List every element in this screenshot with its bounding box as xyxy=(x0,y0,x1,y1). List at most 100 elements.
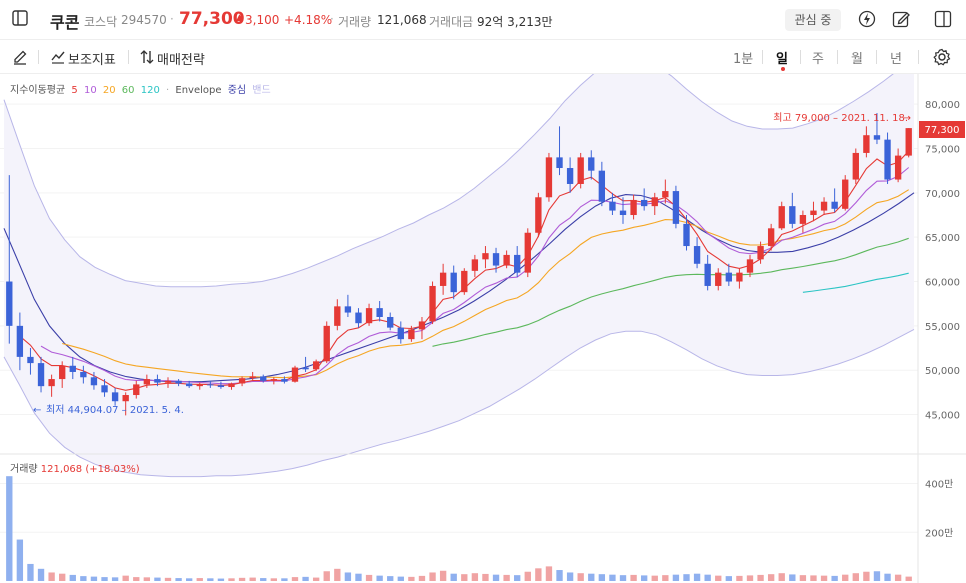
candle-body xyxy=(397,327,404,340)
period-tab-day[interactable]: 일 xyxy=(776,52,788,67)
candle-body xyxy=(810,210,817,216)
candle-body xyxy=(16,325,24,357)
candle-body xyxy=(59,365,66,380)
candle-body xyxy=(249,376,256,379)
volume-bar xyxy=(577,573,584,581)
candle-body xyxy=(566,168,574,184)
current-price-tag-label: 77,300 xyxy=(925,125,960,136)
candle-body xyxy=(334,306,341,326)
candle-body xyxy=(408,329,415,340)
volume-bar xyxy=(641,575,648,581)
volume-bar xyxy=(48,572,55,581)
volume-bar xyxy=(334,568,341,581)
volume-bar xyxy=(863,571,870,581)
volume-legend: 거래량 121,068 (+18.03%) xyxy=(10,460,140,475)
trade-amount-value: 92억 3,213만 xyxy=(477,15,553,29)
candle-body xyxy=(207,384,214,386)
trading-strategy-button[interactable]: 매매전략 xyxy=(157,53,205,68)
volume-bar xyxy=(524,571,531,581)
ma10-line xyxy=(40,167,910,385)
candle-body xyxy=(778,206,785,229)
price-tick-label: 60,000 xyxy=(925,278,960,289)
candle-body xyxy=(27,356,34,364)
volume-bar xyxy=(355,573,362,581)
volume-bar xyxy=(651,575,658,581)
indicators-button[interactable]: 보조지표 xyxy=(68,53,116,68)
active-period-indicator xyxy=(781,67,785,71)
legend-ma60: 60 xyxy=(121,85,135,96)
candle-body xyxy=(365,308,373,324)
volume-bar xyxy=(69,574,76,581)
pencil-icon[interactable] xyxy=(12,49,28,65)
candle-body xyxy=(842,179,849,209)
candle-body xyxy=(376,308,383,317)
volume-bar xyxy=(535,568,542,581)
volume-bar xyxy=(408,576,415,581)
candle-body xyxy=(154,379,161,383)
volume-bar xyxy=(397,576,404,581)
candle-body xyxy=(514,254,521,273)
edit-icon[interactable] xyxy=(892,10,910,28)
candle-body xyxy=(683,223,690,247)
divider xyxy=(800,50,801,64)
sidebar-toggle-icon[interactable] xyxy=(12,10,28,26)
volume-bar xyxy=(746,575,754,581)
legend-envelope-band: 밴드 xyxy=(252,85,271,96)
candle-body xyxy=(535,197,542,233)
candle-body xyxy=(672,191,680,224)
volume-bar xyxy=(820,575,828,581)
volume-bar xyxy=(894,574,902,581)
candle-body xyxy=(461,270,468,293)
candle-body xyxy=(704,263,711,286)
envelope-band-fill xyxy=(4,74,914,477)
price-chart[interactable]: 80,000 75,000 70,000 65,000 60,000 55,000 50,0… xyxy=(0,74,966,583)
candle-body xyxy=(450,272,457,293)
indicator-icon xyxy=(51,51,65,64)
period-tab-week[interactable]: 주 xyxy=(812,52,824,67)
volume-bar xyxy=(291,577,299,581)
divider xyxy=(837,50,838,64)
period-tab-month[interactable]: 월 xyxy=(851,52,863,67)
candle-body xyxy=(556,157,563,169)
volume-legend-label: 거래량 xyxy=(10,464,38,475)
lightning-icon[interactable] xyxy=(858,10,876,28)
volume-bar xyxy=(842,574,849,581)
volume-bar xyxy=(715,575,722,581)
candle-body xyxy=(69,365,76,372)
legend-ma10: 10 xyxy=(83,85,97,96)
volume-bar xyxy=(59,573,66,581)
candle-body xyxy=(757,246,764,260)
chart-toolbar: 보조지표 매매전략 1분 일 주 월 년 xyxy=(0,40,966,74)
volume-bar xyxy=(186,578,193,581)
split-view-icon[interactable] xyxy=(934,10,952,28)
volume-legend-value: 121,068 (+18.03%) xyxy=(40,464,140,475)
candle-body xyxy=(852,152,859,180)
volume-bar xyxy=(90,576,98,581)
candle-body xyxy=(905,128,912,156)
period-tab-minute[interactable]: 1분 xyxy=(733,52,754,67)
volume-bar xyxy=(260,578,267,581)
period-tab-year[interactable]: 년 xyxy=(890,52,902,67)
volume-bar xyxy=(789,574,796,581)
favorite-button[interactable]: 관심 중 xyxy=(785,9,841,31)
volume-bar xyxy=(196,578,203,581)
settings-gear-icon[interactable] xyxy=(933,48,951,66)
volume-bar xyxy=(831,575,838,581)
candle-body xyxy=(545,157,553,198)
candle-body xyxy=(429,285,436,322)
candle-body xyxy=(831,201,838,209)
candle-body xyxy=(238,378,246,384)
candle-body xyxy=(186,383,193,387)
separator-dot: · xyxy=(170,12,174,26)
divider xyxy=(876,50,877,64)
current-price-tag xyxy=(919,121,965,138)
candle-body xyxy=(217,385,225,388)
candle-body xyxy=(323,325,330,362)
volume-bar xyxy=(122,575,129,581)
candle-body xyxy=(767,228,775,247)
volume-bar xyxy=(873,571,881,581)
volume-bar xyxy=(429,572,436,581)
candle-body xyxy=(789,206,796,224)
volume-bar xyxy=(154,577,161,581)
trade-amount-label: 거래대금 xyxy=(429,15,474,29)
